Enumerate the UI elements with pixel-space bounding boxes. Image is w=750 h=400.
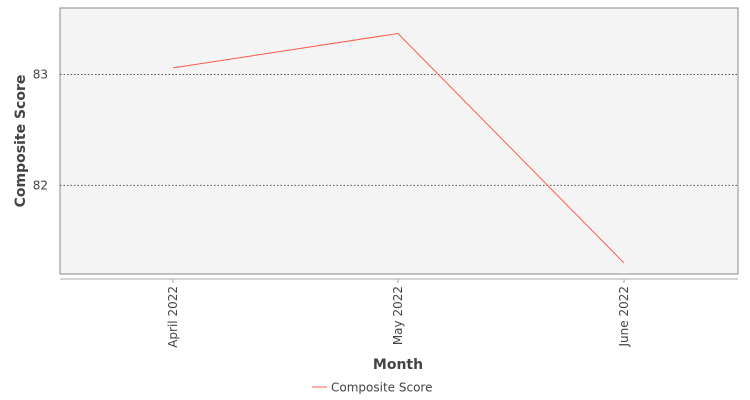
y-axis-title: Composite Score: [13, 75, 29, 208]
legend: Composite Score: [312, 381, 432, 395]
x-axis-title: Month: [373, 357, 423, 373]
legend-label-composite-score: Composite Score: [331, 381, 432, 395]
x-tick-labels: April 2022 May 2022 June 2022: [166, 279, 631, 348]
x-tick-label: June 2022: [617, 286, 631, 348]
series-line-composite-score: [172, 32, 625, 264]
gridlines: [60, 74, 738, 186]
series-lines: [172, 32, 625, 264]
y-tick-labels: 82 83: [33, 68, 48, 193]
x-tick-label: May 2022: [391, 286, 405, 345]
x-tick-label: April 2022: [166, 286, 180, 348]
y-tick-label: 83: [33, 68, 48, 82]
plot-area: [59, 7, 739, 275]
y-tick-label: 82: [33, 178, 48, 192]
